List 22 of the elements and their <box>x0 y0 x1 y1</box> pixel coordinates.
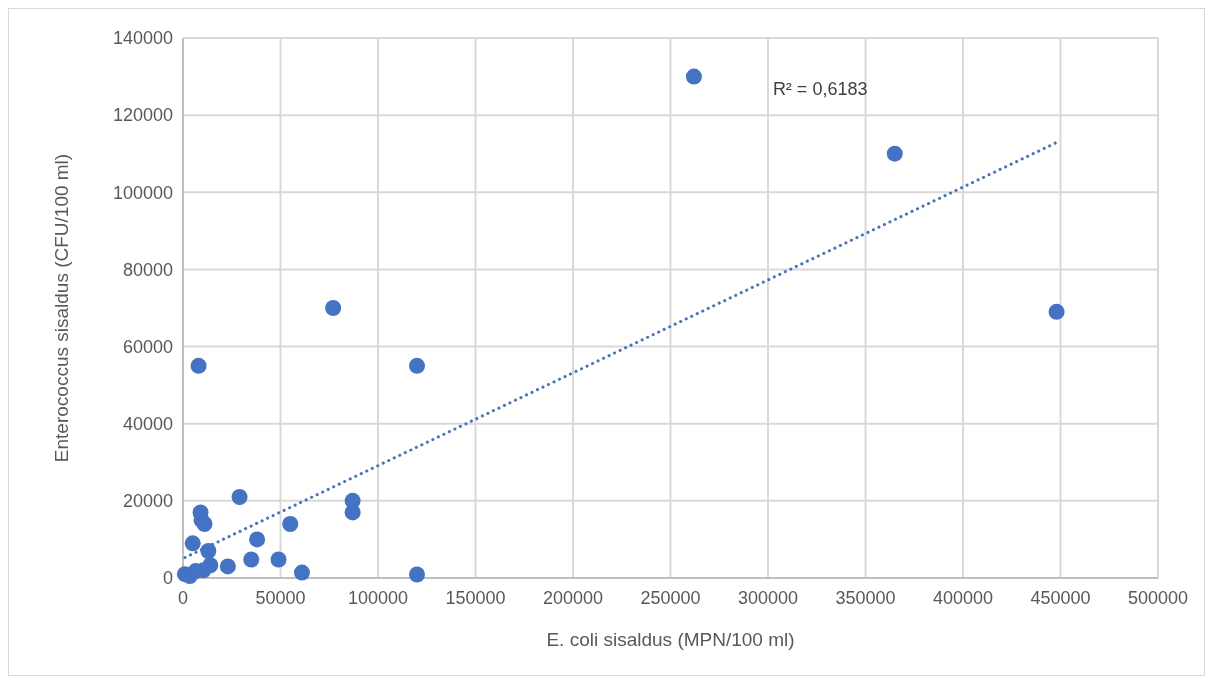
y-tick-label: 140000 <box>112 28 173 49</box>
x-tick-label: 0 <box>177 588 189 608</box>
annotation: R² = 0,6183 <box>772 78 868 99</box>
x-tick-label: 200000 <box>542 588 604 608</box>
x-tick-label: 150000 <box>445 588 506 608</box>
x-tick-label: 450000 <box>1030 588 1091 608</box>
x-tick-label: 100000 <box>347 588 409 608</box>
y-tick-label: 120000 <box>112 105 173 126</box>
y-tick-label: 0 <box>162 568 173 589</box>
y-tick-label: 80000 <box>122 259 173 280</box>
y-tick-label: 60000 <box>122 336 173 357</box>
y-tick-label: 100000 <box>112 182 173 203</box>
x-tick-label: 300000 <box>737 588 799 608</box>
x-tick-label: 400000 <box>932 588 994 608</box>
x-tick-label: 250000 <box>640 588 701 608</box>
x-tick-label: 50000 <box>255 588 306 608</box>
y-tick-label: 40000 <box>122 414 173 435</box>
x-axis-title: E. coli sisaldus (MPN/100 ml) <box>546 629 795 650</box>
y-axis-title: Enterococcus sisaldus (CFU/100 ml) <box>51 153 72 463</box>
x-tick-label: 500000 <box>1127 588 1189 608</box>
x-tick-label: 350000 <box>835 588 896 608</box>
y-tick-label: 20000 <box>122 491 173 512</box>
